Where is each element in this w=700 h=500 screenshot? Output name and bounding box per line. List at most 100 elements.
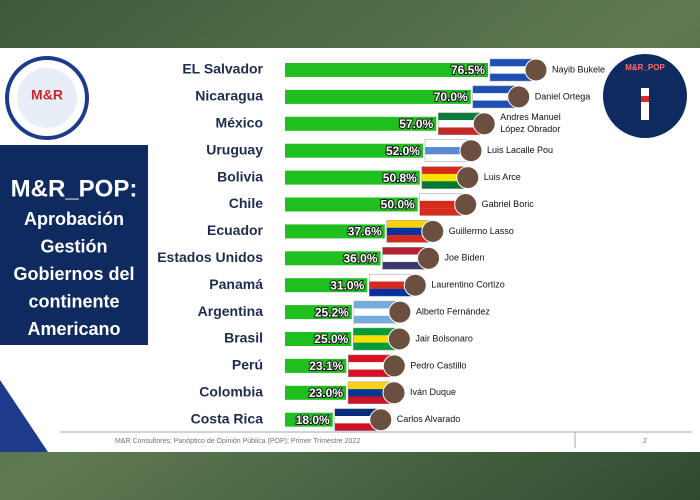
bar xyxy=(285,278,368,293)
leader-photo xyxy=(459,139,483,163)
flag-stripe xyxy=(421,181,464,189)
flag-stripe xyxy=(472,93,515,101)
flag-stripe xyxy=(419,208,462,216)
flag-stripe xyxy=(490,59,532,67)
leader-name: Joe Biden xyxy=(445,253,485,263)
leader-name: Alberto Fernández xyxy=(416,306,491,316)
bar xyxy=(285,63,488,77)
leader-photo xyxy=(421,219,445,243)
flag-stripe xyxy=(419,193,462,201)
flag-stripe xyxy=(348,354,391,363)
leader-photo xyxy=(403,273,427,297)
leader-name: López Obrador xyxy=(500,124,560,134)
bar xyxy=(285,170,420,185)
flag-stripe xyxy=(438,112,481,121)
logo-text: M&R xyxy=(31,87,63,103)
category-label: Costa Rica xyxy=(191,410,264,426)
flag-stripe xyxy=(369,281,412,289)
category-label: Brasil xyxy=(224,330,263,346)
page-number: 2 xyxy=(643,438,647,445)
leader-photo xyxy=(382,381,406,405)
category-label: Nicaragua xyxy=(195,88,263,104)
category-label: Colombia xyxy=(199,384,263,400)
leader-photo xyxy=(454,193,478,216)
bar xyxy=(285,332,352,346)
leader-photo xyxy=(472,112,496,136)
flag-stripe xyxy=(472,85,515,94)
flag-stripe xyxy=(353,335,396,343)
leader-photo xyxy=(387,327,411,351)
leader-name: Guillermo Lasso xyxy=(449,226,514,236)
category-label: Chile xyxy=(229,195,263,211)
flag-stripe xyxy=(369,274,412,282)
logo-inner xyxy=(17,68,77,128)
bar xyxy=(285,116,437,131)
category-label: México xyxy=(216,115,263,131)
flag-stripe xyxy=(348,381,391,390)
leader-photo xyxy=(524,58,548,82)
bar xyxy=(285,412,333,427)
leader-name: Carlos Alvarado xyxy=(397,414,461,424)
title-line: Gestión xyxy=(40,236,107,256)
leader-photo xyxy=(417,246,441,270)
flag-stripe xyxy=(353,328,396,336)
leader-name: Gabriel Boric xyxy=(482,199,535,209)
title-panel xyxy=(0,145,148,345)
value-label: 23.0% xyxy=(309,386,343,400)
title-line: Americano xyxy=(27,319,120,339)
leader-name: Daniel Ortega xyxy=(535,91,591,101)
leader-name: Luis Arce xyxy=(484,172,521,182)
leader-photo xyxy=(456,166,480,190)
flag-stripe xyxy=(348,369,391,377)
flag-stripe xyxy=(348,396,391,404)
flag-stripe xyxy=(353,315,396,324)
flag-stripe xyxy=(353,301,396,309)
value-label: 76.5% xyxy=(451,63,485,77)
flag-stripe xyxy=(438,127,481,135)
bar xyxy=(285,251,381,266)
bar xyxy=(285,197,418,212)
right-logo: M&R_POP xyxy=(603,54,687,138)
flag-stripe xyxy=(424,147,467,155)
category-label: Argentina xyxy=(198,303,264,319)
flag-stripe xyxy=(490,73,532,82)
flag-stripe xyxy=(421,166,464,174)
flag-stripe xyxy=(348,389,391,397)
flag-stripe xyxy=(438,120,481,128)
leader-photo xyxy=(507,85,531,109)
flag-stripe xyxy=(419,200,462,209)
leader-name: Iván Duque xyxy=(410,387,456,397)
value-label: 23.1% xyxy=(309,359,343,373)
corner-decor xyxy=(0,380,48,452)
bar xyxy=(285,89,471,104)
category-label: Panamá xyxy=(209,276,263,292)
flag-stripe xyxy=(424,139,467,148)
value-label: 36.0% xyxy=(343,251,377,265)
bar xyxy=(285,385,347,400)
value-label: 18.0% xyxy=(296,413,330,427)
flag-stripe xyxy=(386,220,429,228)
footer: M&R Consultores; Panóptico de Opinión Pú… xyxy=(115,438,360,445)
title-line: Gobiernos del xyxy=(13,264,134,284)
category-label: Estados Unidos xyxy=(157,249,263,265)
value-label: 31.0% xyxy=(330,278,364,292)
value-label: 25.2% xyxy=(315,305,349,319)
bar xyxy=(285,305,352,320)
flag-stripe xyxy=(382,254,425,263)
flag-stripe xyxy=(424,154,467,162)
title-line: Aprobación xyxy=(24,209,124,229)
value-label: 50.0% xyxy=(381,198,415,212)
leader-name: Laurentino Cortizo xyxy=(431,280,505,290)
leader-name: Andres Manuel xyxy=(500,112,561,122)
category-label: Perú xyxy=(232,357,263,373)
flag-stripe xyxy=(334,423,377,431)
flag-stripe xyxy=(386,235,429,243)
category-label: Ecuador xyxy=(207,222,264,238)
flag-stripe xyxy=(334,416,377,424)
bar xyxy=(285,143,423,158)
flag-stripe xyxy=(369,288,412,297)
value-label: 70.0% xyxy=(434,90,468,104)
title-line: M&R_POP: xyxy=(11,175,138,202)
value-label: 25.0% xyxy=(314,332,348,346)
